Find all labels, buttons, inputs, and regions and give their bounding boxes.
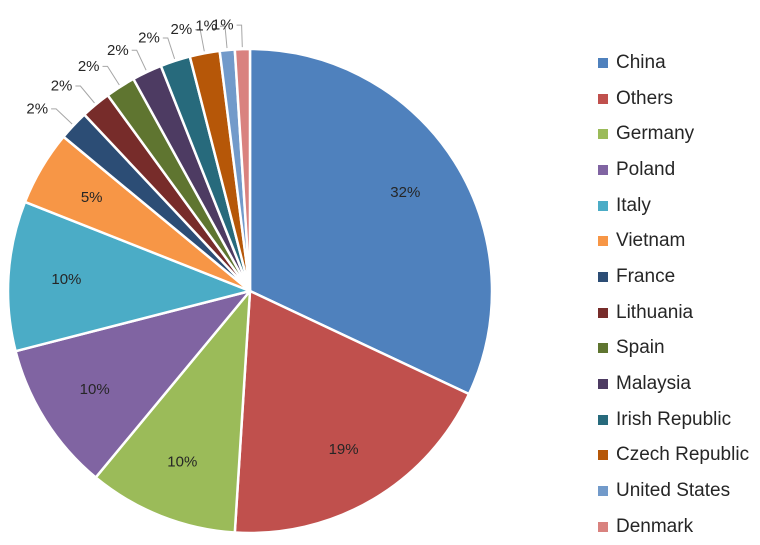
leader-line-czech-republic (195, 29, 205, 52)
legend-swatch (598, 236, 608, 247)
legend-label: Lithuania (616, 301, 694, 323)
data-label-malaysia: 2% (107, 42, 129, 59)
pie-slice-denmark (233, 47, 252, 293)
data-label-czech-republic: 2% (171, 21, 193, 38)
legend-item-germany: Germany (598, 116, 749, 152)
legend-label: Vietnam (616, 230, 686, 252)
legend-swatch (598, 57, 608, 68)
data-label-denmark: 1% (212, 17, 234, 34)
legend-label: Italy (616, 194, 651, 216)
pie-slice-germany (94, 289, 252, 534)
legend-swatch (598, 414, 608, 425)
leader-line-spain (102, 65, 120, 86)
pie-slice-poland (14, 289, 252, 479)
chart-legend: China Others Germany Poland Italy Vietnam Fran… (598, 45, 749, 545)
data-label-united-states: 1% (195, 18, 217, 35)
leader-line-irish-republic (162, 37, 176, 60)
data-label-poland: 10% (80, 381, 110, 398)
data-label-france: 2% (26, 100, 48, 117)
legend-label: Malaysia (616, 373, 691, 395)
legend-swatch (598, 343, 608, 354)
leader-line-france (51, 108, 73, 125)
pie-slice-china (248, 47, 494, 396)
legend-swatch (598, 307, 608, 318)
legend-swatch (598, 379, 608, 390)
legend-item-czech-republic: Czech Republic (598, 438, 749, 474)
legend-item-malaysia: Malaysia (598, 366, 749, 402)
leader-line-malaysia (131, 49, 147, 71)
legend-item-poland: Poland (598, 152, 749, 188)
legend-label: United States (616, 480, 731, 502)
legend-item-italy: Italy (598, 188, 749, 224)
legend-label: Others (616, 87, 674, 109)
legend-swatch (598, 164, 608, 175)
legend-item-others: Others (598, 81, 749, 117)
legend-label: Irish Republic (616, 408, 732, 430)
pie-slice-italy (6, 200, 252, 353)
legend-item-china: China (598, 45, 749, 81)
legend-label: Poland (616, 158, 676, 180)
legend-label: China (616, 51, 666, 73)
data-label-italy: 10% (51, 271, 81, 288)
legend-swatch (598, 521, 608, 532)
leader-line-denmark (236, 24, 243, 48)
legend-label: Spain (616, 337, 665, 359)
legend-label: Germany (616, 123, 695, 145)
data-label-germany: 10% (167, 454, 197, 471)
legend-item-denmark: Denmark (598, 509, 749, 545)
data-label-vietnam: 5% (81, 189, 103, 206)
data-label-china: 32% (390, 184, 420, 201)
leader-line-lithuania (75, 85, 95, 104)
legend-swatch (598, 200, 608, 211)
legend-swatch (598, 271, 608, 282)
legend-label: Denmark (616, 515, 694, 537)
pie-slices (6, 47, 494, 535)
pie-slice-others (233, 289, 471, 535)
legend-swatch (598, 486, 608, 497)
legend-swatch (598, 129, 608, 140)
legend-item-lithuania: Lithuania (598, 295, 749, 331)
leader-line-united-states (220, 25, 228, 49)
legend-label: France (616, 265, 676, 287)
pie-data-labels: 32%19%10%10%10%5%2%2%2%2%2% 2% 1%1% (26, 17, 420, 471)
legend-item-irish-republic: Irish Republic (598, 402, 749, 438)
data-label-lithuania: 2% (51, 78, 73, 95)
legend-item-france: France (598, 259, 749, 295)
legend-label: Czech Republic (616, 444, 750, 466)
data-label-irish-republic: 2% (138, 30, 160, 47)
legend-swatch (598, 450, 608, 461)
legend-item-vietnam: Vietnam (598, 223, 749, 259)
legend-item-spain: Spain (598, 331, 749, 367)
legend-item-united-states: United States (598, 473, 749, 509)
legend-swatch (598, 93, 608, 104)
data-label-spain: 2% (78, 58, 100, 75)
data-label-others: 19% (329, 441, 359, 458)
